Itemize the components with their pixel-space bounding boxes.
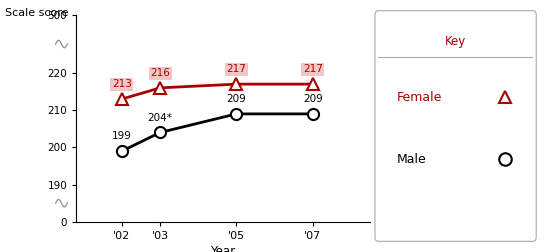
- Text: 209: 209: [303, 94, 323, 104]
- Text: 217: 217: [226, 65, 246, 74]
- Text: Scale score: Scale score: [5, 8, 69, 18]
- Text: Male: Male: [397, 153, 426, 166]
- X-axis label: Year: Year: [211, 245, 236, 252]
- Text: 216: 216: [150, 68, 170, 78]
- Text: 199: 199: [112, 131, 132, 141]
- FancyBboxPatch shape: [375, 11, 536, 241]
- Text: Female: Female: [397, 91, 442, 104]
- Text: 213: 213: [112, 79, 132, 89]
- Text: 209: 209: [226, 94, 246, 104]
- Text: Key: Key: [445, 35, 466, 48]
- Text: 204*: 204*: [147, 113, 172, 123]
- Text: 217: 217: [303, 65, 323, 74]
